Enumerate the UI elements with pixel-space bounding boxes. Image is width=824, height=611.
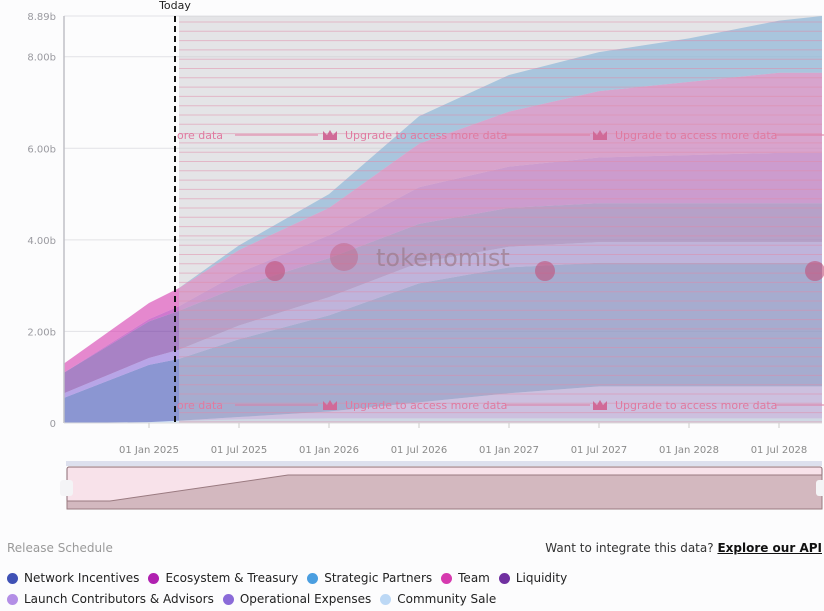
y-tick-label: 0 xyxy=(50,419,56,430)
legend-item[interactable]: Launch Contributors & Advisors xyxy=(7,592,214,606)
legend-row: Launch Contributors & Advisors Operationa… xyxy=(7,592,496,606)
legend-item[interactable]: Liquidity xyxy=(498,571,568,585)
area-launch-contributors-advisors xyxy=(64,386,822,423)
navigator-series xyxy=(66,474,823,510)
today-label: Today xyxy=(158,0,191,12)
x-tick-label: 01 Jan 2027 xyxy=(479,445,539,456)
api-prompt: Want to integrate this data? xyxy=(545,541,714,555)
tokenomist-logo-icon xyxy=(330,243,358,271)
area-ecosystem-treasury xyxy=(64,152,822,373)
legend-row: Network Incentives Ecosystem & Treasury St… xyxy=(7,571,567,585)
range-navigator[interactable] xyxy=(60,461,824,510)
locked-region xyxy=(179,16,822,423)
release-schedule-chart: ore data Upgrade to access more data Upgra… xyxy=(27,0,824,510)
tokenomist-logo-icon xyxy=(805,261,824,281)
legend-label: Network Incentives xyxy=(24,571,140,585)
y-tick-label: 6.00b xyxy=(27,144,56,155)
area-team xyxy=(64,72,822,373)
legend-item[interactable]: Team xyxy=(441,571,490,585)
legend-item[interactable]: Ecosystem & Treasury xyxy=(148,571,298,585)
y-tick-label: 2.00b xyxy=(27,327,56,338)
upgrade-watermark: Upgrade to access more data xyxy=(615,129,777,142)
navigator-right-handle[interactable] xyxy=(816,480,824,496)
legend-label: Community Sale xyxy=(397,592,497,606)
legend-item[interactable]: Operational Expenses xyxy=(222,592,372,606)
y-tick-label: 8.00b xyxy=(27,53,56,64)
x-tick-label: 01 Jul 2025 xyxy=(211,445,268,456)
x-tick-label: 01 Jan 2026 xyxy=(299,445,359,456)
tokenomist-watermark: tokenomist xyxy=(376,244,510,272)
x-tick-label: 01 Jul 2028 xyxy=(751,445,808,456)
locked-overlay: ore data Upgrade to access more data Upgra… xyxy=(177,16,824,423)
legend-item[interactable]: Network Incentives xyxy=(7,571,139,585)
crown-icon xyxy=(323,400,337,410)
x-tick-label: 01 Jul 2027 xyxy=(571,445,628,456)
legend-dot-icon xyxy=(441,572,453,584)
upgrade-watermark: Upgrade to access more data xyxy=(345,129,507,142)
legend-dot-icon xyxy=(498,572,510,584)
navigator-left-handle[interactable] xyxy=(60,480,73,496)
crown-icon xyxy=(593,400,607,410)
x-tick-label: 01 Jul 2026 xyxy=(391,445,448,456)
legend-dot-icon xyxy=(148,572,160,584)
legend-dot-icon xyxy=(307,572,319,584)
legend-label: Ecosystem & Treasury xyxy=(165,571,299,585)
release-schedule-title: Release Schedule xyxy=(7,541,113,555)
area-strategic-partners xyxy=(64,16,822,364)
api-promo: Want to integrate this data? Explore our… xyxy=(545,541,822,555)
x-tick-label: 01 Jan 2028 xyxy=(659,445,719,456)
legend-dot-icon xyxy=(380,593,392,605)
legend-dot-icon xyxy=(222,593,234,605)
upgrade-watermark: Upgrade to access more data xyxy=(345,399,507,412)
legend-label: Team xyxy=(458,571,490,585)
legend-label: Operational Expenses xyxy=(239,592,372,606)
upgrade-watermark-partial: ore data xyxy=(177,399,223,412)
tokenomist-logo-icon xyxy=(265,261,285,281)
axes: 0 2.00b 4.00b 6.00b 8.00b 8.89b Today 01 Jan 20… xyxy=(27,0,822,456)
y-tick-label: 4.00b xyxy=(27,236,56,247)
navigator-scrollbar[interactable] xyxy=(66,461,822,466)
explore-api-link[interactable]: Explore our API xyxy=(717,541,822,555)
legend-dot-icon xyxy=(7,572,18,584)
upgrade-watermark: Upgrade to access more data xyxy=(615,399,777,412)
x-tick-label: 01 Jan 2025 xyxy=(119,445,179,456)
legend-label: Launch Contributors & Advisors xyxy=(24,592,214,606)
crown-icon xyxy=(593,130,607,140)
upgrade-watermark-partial: ore data xyxy=(177,129,223,142)
legend-item[interactable]: Strategic Partners xyxy=(307,571,432,585)
legend-label: Liquidity xyxy=(515,571,568,585)
legend-item[interactable]: Community Sale xyxy=(380,592,496,606)
y-tick-label: 8.89b xyxy=(27,12,56,23)
legend-dot-icon xyxy=(7,593,18,605)
tokenomist-logo-icon xyxy=(535,261,555,281)
legend-label: Strategic Partners xyxy=(324,571,433,585)
area-network-incentives xyxy=(64,262,822,423)
area-liquidity xyxy=(64,203,822,394)
crown-icon xyxy=(323,130,337,140)
